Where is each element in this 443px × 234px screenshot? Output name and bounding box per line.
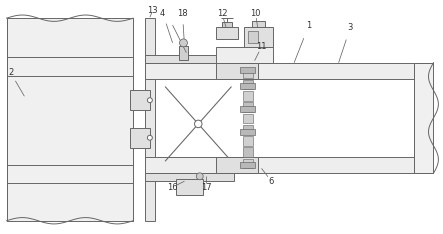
Bar	[243, 147, 253, 157]
Text: 11: 11	[256, 42, 267, 51]
Bar	[240, 162, 255, 168]
Text: 6: 6	[269, 177, 274, 186]
Text: 4: 4	[160, 9, 165, 18]
Bar	[243, 159, 253, 168]
Bar	[243, 80, 253, 89]
Bar	[243, 113, 253, 123]
Bar	[222, 22, 232, 27]
Bar	[216, 27, 238, 39]
Text: 16: 16	[167, 183, 178, 192]
Text: 12: 12	[217, 9, 227, 18]
Bar	[240, 67, 255, 73]
Bar	[414, 63, 433, 173]
Bar	[243, 91, 253, 101]
Text: 1: 1	[306, 21, 311, 30]
Bar	[243, 136, 253, 146]
Bar	[243, 68, 253, 78]
Bar	[248, 31, 257, 43]
Bar	[145, 173, 234, 181]
Bar	[145, 55, 234, 63]
Bar	[240, 83, 255, 89]
Bar	[244, 27, 273, 47]
Circle shape	[179, 39, 187, 47]
Bar	[130, 128, 150, 148]
Bar	[238, 63, 246, 73]
Bar	[130, 90, 150, 110]
Bar	[145, 63, 414, 80]
Bar	[243, 125, 253, 135]
Bar	[175, 179, 203, 195]
Bar	[252, 21, 265, 27]
Bar	[216, 157, 257, 173]
Bar	[243, 102, 253, 112]
Bar	[7, 18, 133, 221]
Circle shape	[194, 120, 202, 128]
Text: 17: 17	[201, 183, 211, 192]
Bar	[240, 106, 255, 112]
Bar	[216, 63, 257, 80]
Bar	[216, 47, 273, 63]
Text: 18: 18	[177, 9, 188, 18]
Circle shape	[148, 135, 152, 140]
Bar	[240, 129, 255, 135]
Bar	[145, 18, 155, 221]
Text: 13: 13	[148, 6, 158, 15]
Bar	[145, 157, 414, 173]
Circle shape	[196, 173, 203, 180]
Circle shape	[148, 98, 152, 103]
Text: 2: 2	[8, 68, 13, 77]
Bar	[179, 46, 188, 60]
Text: 3: 3	[348, 22, 353, 32]
Text: 10: 10	[250, 9, 261, 18]
